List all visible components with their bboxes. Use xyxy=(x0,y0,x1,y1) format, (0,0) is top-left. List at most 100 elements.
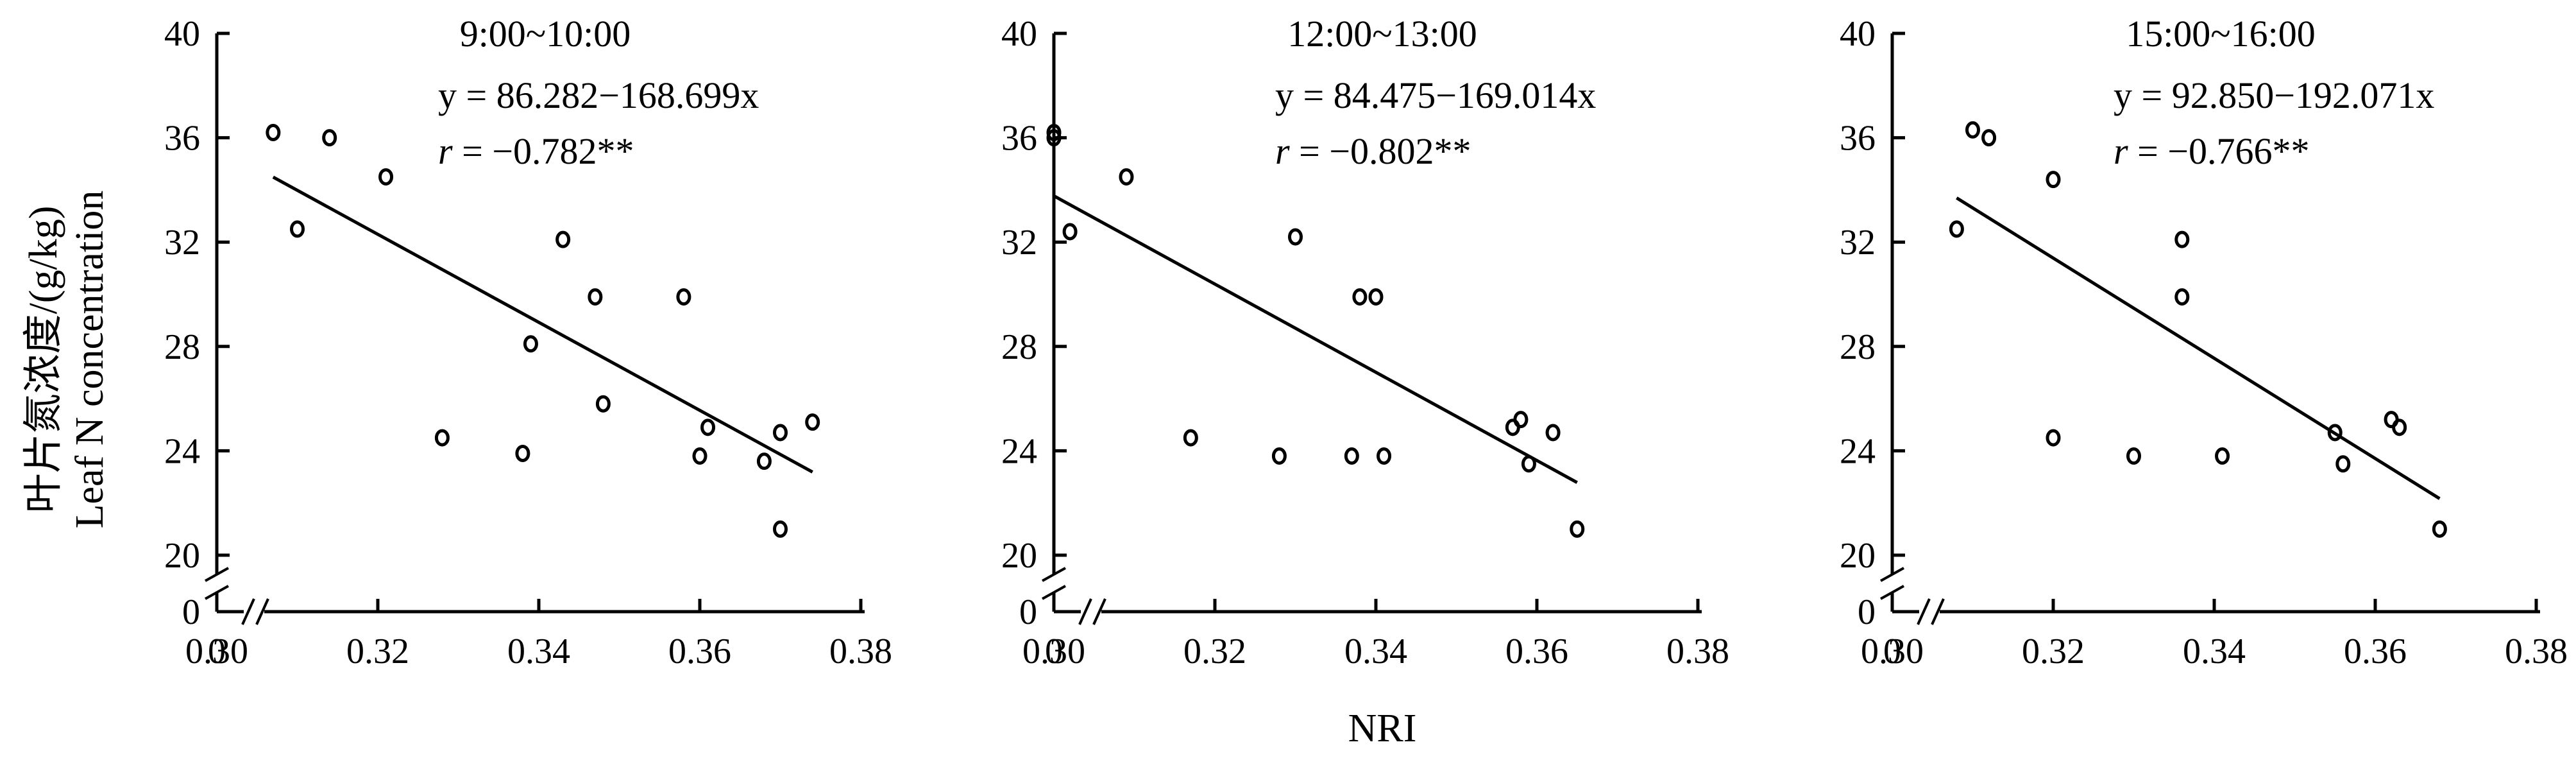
x-axis-break-mark xyxy=(1931,598,1945,625)
data-point xyxy=(773,424,788,442)
r-symbol: r xyxy=(1275,130,1290,172)
data-point xyxy=(515,444,530,462)
data-point xyxy=(1521,455,1536,473)
x-tick-label: 0.30 xyxy=(1022,632,1085,671)
y-tick-label: 32 xyxy=(1001,223,1037,263)
x-tick-label: 0.38 xyxy=(1666,632,1729,671)
data-point xyxy=(2215,447,2230,465)
data-point xyxy=(1183,429,1198,447)
scatter-panel-3: 0 20 24 28 32 36 40 00.30 0.32 0.34 0.36 0.38 15:00~… xyxy=(1840,13,2568,671)
x-tick-label: 0.36 xyxy=(1505,632,1568,671)
scatter-panel-2: 0 20 24 28 32 36 40 00.30 0.32 0.34 0.36 0.38 12:00~… xyxy=(1001,13,1729,671)
regression-equation: y = 92.850−192.071x xyxy=(2114,74,2434,116)
r-symbol: r xyxy=(2114,130,2128,172)
data-point xyxy=(676,288,691,306)
y-axis-title-en: Leaf N concentration xyxy=(68,191,112,529)
y-tick-label: 0 xyxy=(1019,592,1037,632)
y-tick-label: 0 xyxy=(182,592,200,632)
data-point xyxy=(434,429,450,447)
x-axis-title: NRI xyxy=(1348,707,1417,750)
data-point xyxy=(2432,520,2447,538)
x-tick-label: 0.38 xyxy=(2505,632,2568,671)
correlation-text: r = −0.766** xyxy=(2114,130,2310,172)
data-point xyxy=(2174,230,2190,248)
data-point xyxy=(1981,129,1997,147)
y-axis-break-mark xyxy=(205,585,229,600)
data-point xyxy=(2046,171,2061,189)
regression-line xyxy=(272,175,813,474)
y-axis-break-mark xyxy=(1880,585,1904,600)
data-point xyxy=(773,520,788,538)
data-point xyxy=(1377,447,1392,465)
y-tick-label: 20 xyxy=(1840,536,1876,576)
data-point xyxy=(1062,223,1078,241)
x-tick-label: 0.38 xyxy=(829,632,892,671)
y-tick-label: 24 xyxy=(1840,431,1876,471)
data-point xyxy=(692,447,708,465)
y-tick-label: 32 xyxy=(1840,223,1876,263)
y-tick-label: 36 xyxy=(1001,119,1037,159)
y-tick-label: 32 xyxy=(164,223,200,263)
data-point xyxy=(2335,455,2351,473)
regression-line xyxy=(1053,194,1578,484)
x-tick-label: 0.36 xyxy=(668,632,731,671)
y-axis-break-mark xyxy=(1042,567,1066,582)
x-axis-break-mark xyxy=(255,598,269,625)
x-tick-label: 0.30 xyxy=(185,632,248,671)
r-value: = −0.766** xyxy=(2128,130,2310,172)
x-tick-label: 0.32 xyxy=(2022,632,2085,671)
x-axis-break-mark xyxy=(241,598,255,625)
data-point xyxy=(1344,447,1359,465)
y-tick-label: 20 xyxy=(1001,536,1037,576)
x-tick-label: 0.34 xyxy=(1344,632,1407,671)
y-tick-label: 40 xyxy=(164,14,200,54)
regression-equation: y = 86.282−168.699x xyxy=(438,74,759,116)
y-tick-label: 28 xyxy=(1001,327,1037,367)
y-tick-label: 40 xyxy=(1840,14,1876,54)
data-point xyxy=(266,123,281,141)
data-point xyxy=(2392,418,2407,436)
y-tick-label: 28 xyxy=(1840,327,1876,367)
x-axis-break-mark xyxy=(1092,598,1106,625)
y-tick-label: 36 xyxy=(1840,119,1876,159)
y-tick-label: 24 xyxy=(164,431,200,471)
x-axis-break-mark xyxy=(1078,598,1092,625)
y-tick-label: 28 xyxy=(164,327,200,367)
data-point xyxy=(378,168,394,186)
data-point xyxy=(1119,168,1134,186)
data-point xyxy=(290,220,305,238)
data-point xyxy=(1949,220,1964,238)
regression-line xyxy=(1956,196,2441,500)
data-point xyxy=(588,288,603,306)
data-point xyxy=(1965,121,1980,139)
y-axis-break-mark xyxy=(1880,567,1904,582)
y-axis-title-group: 叶片氮浓度/(g/kg) Leaf N concentration xyxy=(22,191,112,529)
y-tick-label: 20 xyxy=(164,536,200,576)
data-point xyxy=(2046,429,2061,447)
r-symbol: r xyxy=(438,130,453,172)
data-point xyxy=(756,452,772,470)
x-tick-label: 0 xyxy=(208,632,226,671)
correlation-text: r = −0.802** xyxy=(1275,130,1471,172)
data-point xyxy=(1368,288,1384,306)
data-point xyxy=(555,230,571,248)
x-axis-break-mark xyxy=(1917,598,1931,625)
data-point xyxy=(805,413,820,431)
x-tick-label: 0.36 xyxy=(2344,632,2407,671)
x-tick-label: 0.32 xyxy=(1183,632,1246,671)
x-tick-label: 0.30 xyxy=(1861,632,1924,671)
scatter-panel-1: 0 20 24 28 32 36 40 00.30 0.32 0.34 0.36 0.38 9:00~1… xyxy=(164,13,892,671)
x-tick-label: 0.34 xyxy=(2183,632,2246,671)
data-point xyxy=(1513,411,1529,429)
y-tick-label: 40 xyxy=(1001,14,1037,54)
y-axis-title-cn: 叶片氮浓度/(g/kg) xyxy=(22,206,65,513)
data-point xyxy=(523,335,538,353)
r-value: = −0.802** xyxy=(1290,130,1471,172)
y-axis-break-mark xyxy=(205,567,229,582)
data-point xyxy=(2327,424,2343,442)
data-point xyxy=(1288,228,1303,246)
x-tick-label: 0 xyxy=(1045,632,1063,671)
panel-title: 15:00~16:00 xyxy=(2126,13,2316,55)
